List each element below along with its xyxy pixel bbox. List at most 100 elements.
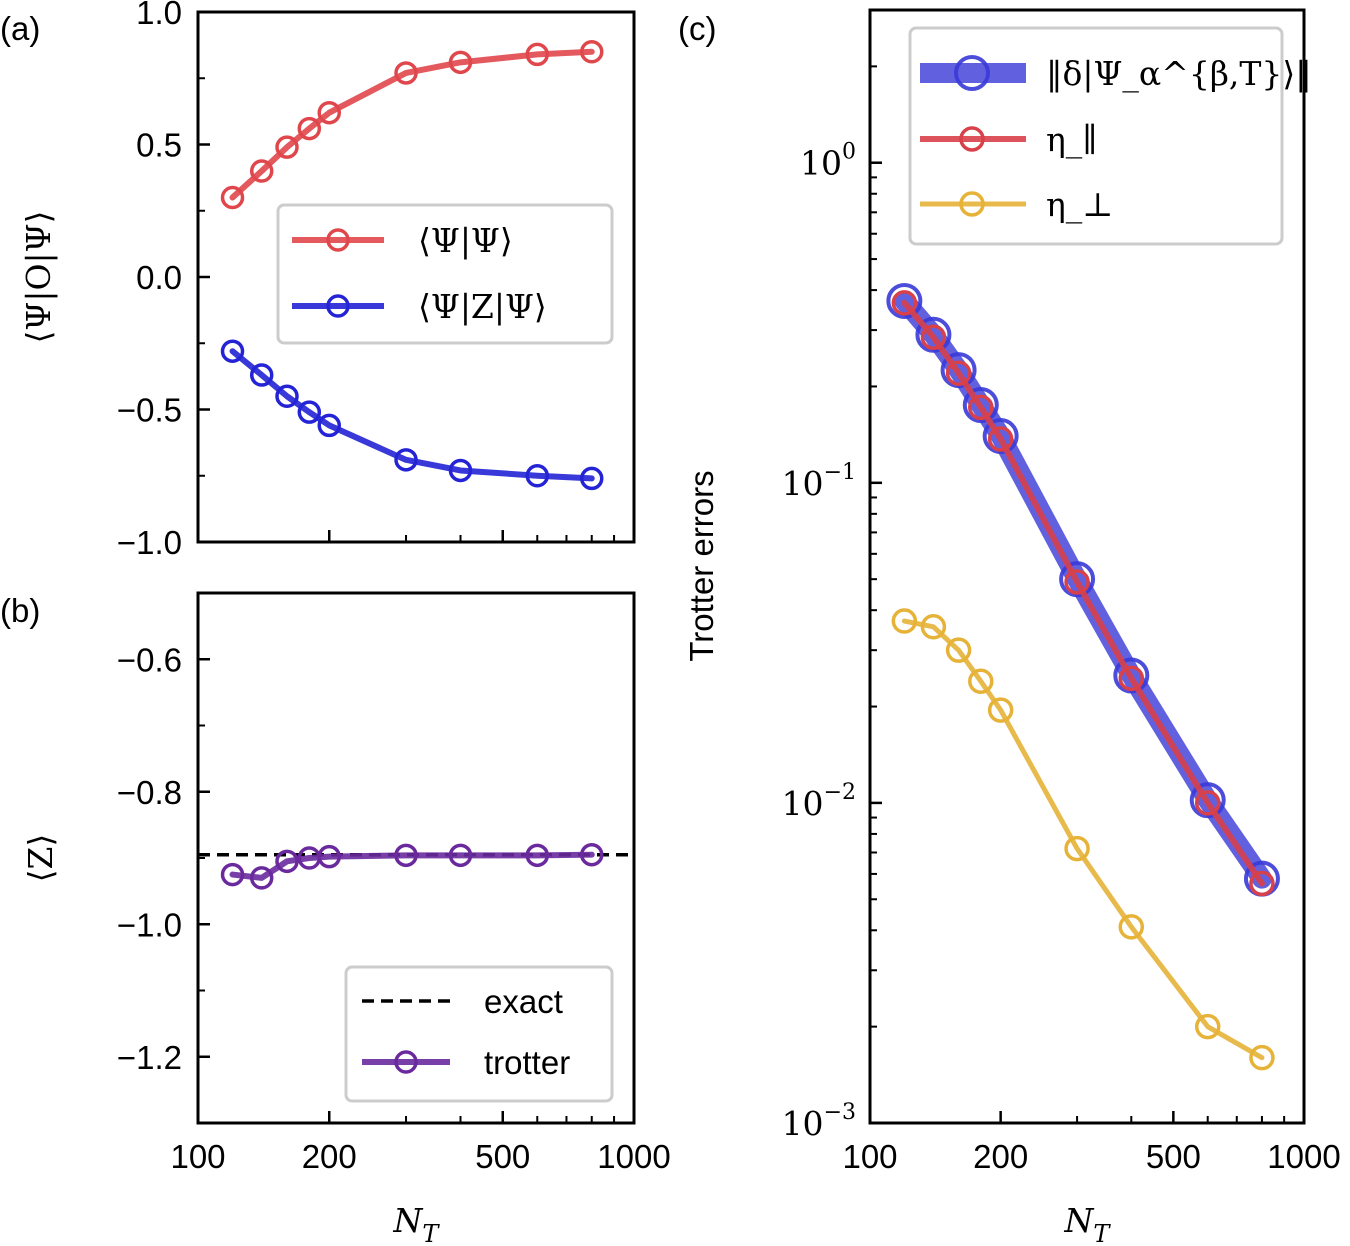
series-line bbox=[901, 299, 1265, 887]
series-marker bbox=[945, 637, 972, 663]
series-marker bbox=[1249, 870, 1275, 897]
y-tick-label: 10−3 bbox=[782, 1100, 856, 1143]
y-tick-label: 0.0 bbox=[136, 259, 182, 296]
y-axis-label-c: Trotter errors bbox=[683, 470, 720, 661]
panel-label-a: (a) bbox=[0, 10, 40, 47]
x-tick-label: 1000 bbox=[1267, 1138, 1340, 1175]
series-marker bbox=[249, 866, 274, 890]
series-marker bbox=[1113, 657, 1150, 694]
x-axis-label-left: NT bbox=[393, 1201, 441, 1246]
legend-label-trotter: trotter bbox=[484, 1044, 570, 1081]
panel-a: 1.0 0.5 0.0 −0.5 −1.0 ⟨Ψ|Ψ⟩ ⟨Ψ|Z|Ψ⟩ ⟨Ψ|O|Ψ⟩ bbox=[19, 0, 636, 561]
legend-b: exact trotter bbox=[344, 965, 614, 1103]
series-marker bbox=[987, 426, 1014, 452]
series-marker bbox=[249, 159, 274, 183]
series-marker bbox=[1118, 914, 1145, 940]
legend-c: ‖δ|Ψ_α^{β,T}⟩‖ η_∥ η_⊥ bbox=[908, 26, 1312, 246]
y-tick-label: 10−1 bbox=[782, 460, 856, 503]
y-tick-label: −0.8 bbox=[117, 774, 182, 811]
y-tick-label: −1.0 bbox=[117, 906, 182, 943]
series-marker bbox=[220, 339, 245, 363]
legend-a: ⟨Ψ|Ψ⟩ ⟨Ψ|Z|Ψ⟩ bbox=[276, 203, 614, 345]
series-marker bbox=[968, 394, 994, 421]
series-marker bbox=[1064, 835, 1090, 862]
series-marker bbox=[275, 384, 299, 408]
legend-label-exact: exact bbox=[484, 983, 563, 1020]
x-tick-label: 1000 bbox=[597, 1138, 670, 1175]
series-marker bbox=[297, 116, 322, 141]
series-marker bbox=[448, 843, 473, 868]
legend-label-psi-z-psi: ⟨Ψ|Z|Ψ⟩ bbox=[418, 287, 547, 326]
legend-label-psi-psi: ⟨Ψ|Ψ⟩ bbox=[418, 221, 513, 260]
y-tick-label: −1.2 bbox=[117, 1039, 182, 1076]
series-marker bbox=[891, 608, 918, 634]
series-marker bbox=[962, 387, 999, 424]
series-marker bbox=[317, 100, 341, 125]
y-tick-label: 0.5 bbox=[136, 127, 182, 164]
y-tick-label: −1.0 bbox=[117, 524, 182, 561]
series-marker bbox=[891, 290, 918, 316]
y-tick-label: 1.0 bbox=[136, 0, 182, 31]
series-marker bbox=[968, 668, 994, 694]
x-tick-label: 100 bbox=[170, 1138, 225, 1175]
y-axis-label-b: ⟨Z⟩ bbox=[21, 834, 60, 883]
series-marker bbox=[220, 185, 245, 210]
series-line bbox=[229, 48, 595, 201]
series-marker bbox=[448, 458, 473, 483]
panel-c: 100 200 500 1000 100 10−1 10−2 10−3 ‖δ|Ψ_α^{β,T… bbox=[683, 8, 1341, 1175]
series-marker bbox=[220, 862, 245, 887]
series-marker bbox=[394, 448, 418, 472]
series-marker bbox=[982, 418, 1019, 455]
y-tick-label: 100 bbox=[800, 140, 856, 183]
series-marker bbox=[394, 843, 418, 868]
axes-frame-b bbox=[196, 591, 636, 1125]
series-line bbox=[229, 348, 595, 482]
y-tick-label: −0.5 bbox=[117, 392, 182, 429]
y-tick-label: −0.6 bbox=[117, 641, 182, 678]
series-marker bbox=[317, 413, 341, 438]
panel-label-c: (c) bbox=[678, 10, 716, 47]
series-marker bbox=[1059, 561, 1096, 598]
series-marker bbox=[579, 466, 604, 491]
legend-label-eta-perp: η_⊥ bbox=[1046, 185, 1113, 225]
series-marker bbox=[940, 352, 977, 389]
panel-b: 100 200 500 1000 −0.6 −0.8 −1.0 −1.2 exact trot… bbox=[21, 591, 671, 1175]
legend-label-eta-parallel: η_∥ bbox=[1046, 120, 1098, 160]
series-marker bbox=[525, 464, 550, 488]
series-marker bbox=[1249, 1044, 1275, 1071]
series-marker bbox=[987, 697, 1014, 723]
series-marker bbox=[920, 614, 947, 640]
series-marker bbox=[579, 40, 604, 64]
panel-label-b: (b) bbox=[0, 592, 40, 629]
legend-label-delta-psi-norm: ‖δ|Ψ_α^{β,T}⟩‖ bbox=[1046, 54, 1312, 94]
series-marker bbox=[579, 842, 604, 867]
series-marker bbox=[945, 360, 972, 386]
series-marker bbox=[920, 324, 947, 350]
x-tick-label: 500 bbox=[1146, 1138, 1201, 1175]
series-marker bbox=[275, 135, 299, 159]
y-axis-label-a: ⟨Ψ|O|Ψ⟩ bbox=[19, 211, 58, 344]
series-marker bbox=[249, 363, 274, 387]
x-tick-label: 200 bbox=[973, 1138, 1028, 1175]
series-marker bbox=[275, 849, 299, 874]
series-marker bbox=[915, 316, 952, 353]
series-marker bbox=[448, 50, 473, 75]
axes-frame-c bbox=[868, 8, 1306, 1125]
series-marker bbox=[297, 400, 322, 424]
series-marker bbox=[317, 844, 341, 869]
axes-frame-a bbox=[196, 10, 636, 544]
series-marker bbox=[1118, 665, 1145, 692]
series-marker bbox=[525, 843, 550, 868]
x-tick-label: 500 bbox=[475, 1138, 530, 1175]
y-tick-label: 10−2 bbox=[782, 780, 856, 823]
series-marker bbox=[525, 42, 550, 67]
x-tick-label: 200 bbox=[302, 1138, 357, 1175]
series-marker bbox=[1194, 1013, 1221, 1040]
series-marker bbox=[394, 61, 418, 85]
x-axis-label-right: NT bbox=[1064, 1201, 1112, 1246]
x-tick-label: 100 bbox=[842, 1138, 897, 1175]
series-marker bbox=[1064, 569, 1090, 595]
series-marker bbox=[1194, 790, 1221, 816]
series-marker bbox=[886, 282, 923, 319]
